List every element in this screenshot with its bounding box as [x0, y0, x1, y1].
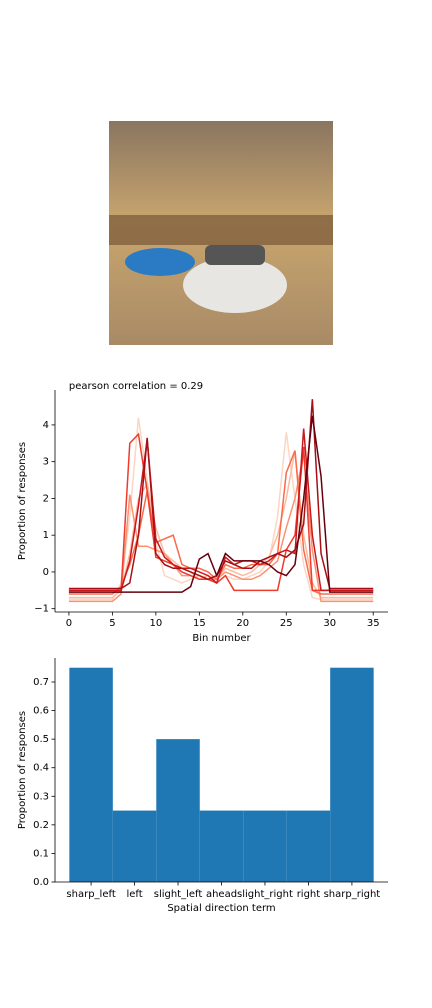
line-series [68, 415, 374, 593]
bar [112, 810, 157, 882]
y-tick-label: 0.7 [33, 677, 49, 688]
x-tick-label: 25 [280, 618, 293, 629]
x-tick-label: sharp_left [66, 889, 115, 900]
y-tick-label: 0.1 [33, 848, 49, 859]
bar [286, 810, 331, 882]
x-tick-label: right [297, 889, 321, 900]
x-tick-label: slight_left [154, 889, 203, 900]
x-tick-label: 0 [66, 618, 72, 629]
x-tick-label: ahead [206, 889, 237, 900]
x-tick-label: slight_right [237, 889, 293, 900]
y-axis-label: Proportion of responses [17, 442, 28, 560]
y-tick-label: 0 [43, 567, 49, 578]
x-tick-label: 15 [193, 618, 206, 629]
y-tick-label: 0.4 [33, 763, 49, 774]
line-series [68, 399, 374, 590]
y-tick-label: 1 [43, 530, 49, 541]
y-tick-label: −1 [34, 604, 49, 615]
x-tick-label: 35 [367, 618, 380, 629]
y-tick-label: 0.2 [33, 820, 49, 831]
x-axis-label: Bin number [192, 633, 251, 644]
photo [109, 121, 333, 345]
x-tick-label: 10 [149, 618, 162, 629]
y-tick-label: 4 [43, 420, 49, 431]
x-axis-label: Spatial direction term [167, 903, 275, 914]
line-series [68, 454, 374, 603]
bar [199, 810, 244, 882]
bar [156, 739, 200, 882]
y-tick-label: 0.6 [33, 706, 49, 717]
y-tick-label: 2 [43, 493, 49, 504]
bar [330, 667, 374, 882]
x-tick-label: 20 [236, 618, 249, 629]
line-series [68, 428, 374, 592]
y-tick-label: 0.3 [33, 791, 49, 802]
y-tick-label: 0.0 [33, 877, 49, 888]
x-tick-label: sharp_right [324, 889, 381, 900]
y-axis-label: Proportion of responses [17, 711, 28, 829]
x-tick-label: left [126, 889, 142, 900]
y-tick-label: 3 [43, 457, 49, 468]
bar [69, 667, 113, 882]
x-tick-label: 30 [323, 618, 336, 629]
chart-title: pearson correlation = 0.29 [69, 381, 203, 392]
bar [243, 810, 287, 882]
y-tick-label: 0.5 [33, 734, 49, 745]
x-tick-label: 5 [109, 618, 115, 629]
